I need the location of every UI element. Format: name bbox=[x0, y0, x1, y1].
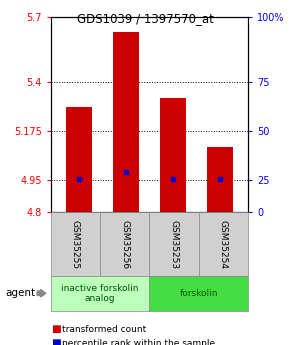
Text: GSM35255: GSM35255 bbox=[71, 219, 80, 269]
Bar bbox=[113, 32, 139, 212]
Text: GSM35254: GSM35254 bbox=[219, 219, 228, 269]
Text: percentile rank within the sample: percentile rank within the sample bbox=[62, 339, 215, 345]
Text: agent: agent bbox=[6, 288, 36, 298]
Text: inactive forskolin
analog: inactive forskolin analog bbox=[61, 284, 139, 303]
Text: forskolin: forskolin bbox=[180, 289, 218, 298]
Text: ■: ■ bbox=[51, 338, 61, 345]
Text: ■: ■ bbox=[51, 325, 61, 334]
Text: GSM35256: GSM35256 bbox=[120, 219, 129, 269]
Bar bbox=[66, 107, 92, 212]
Text: GSM35253: GSM35253 bbox=[169, 219, 179, 269]
Text: GDS1039 / 1397570_at: GDS1039 / 1397570_at bbox=[77, 12, 213, 25]
Text: transformed count: transformed count bbox=[62, 325, 147, 334]
Bar bbox=[160, 98, 186, 212]
Bar bbox=[207, 147, 233, 212]
